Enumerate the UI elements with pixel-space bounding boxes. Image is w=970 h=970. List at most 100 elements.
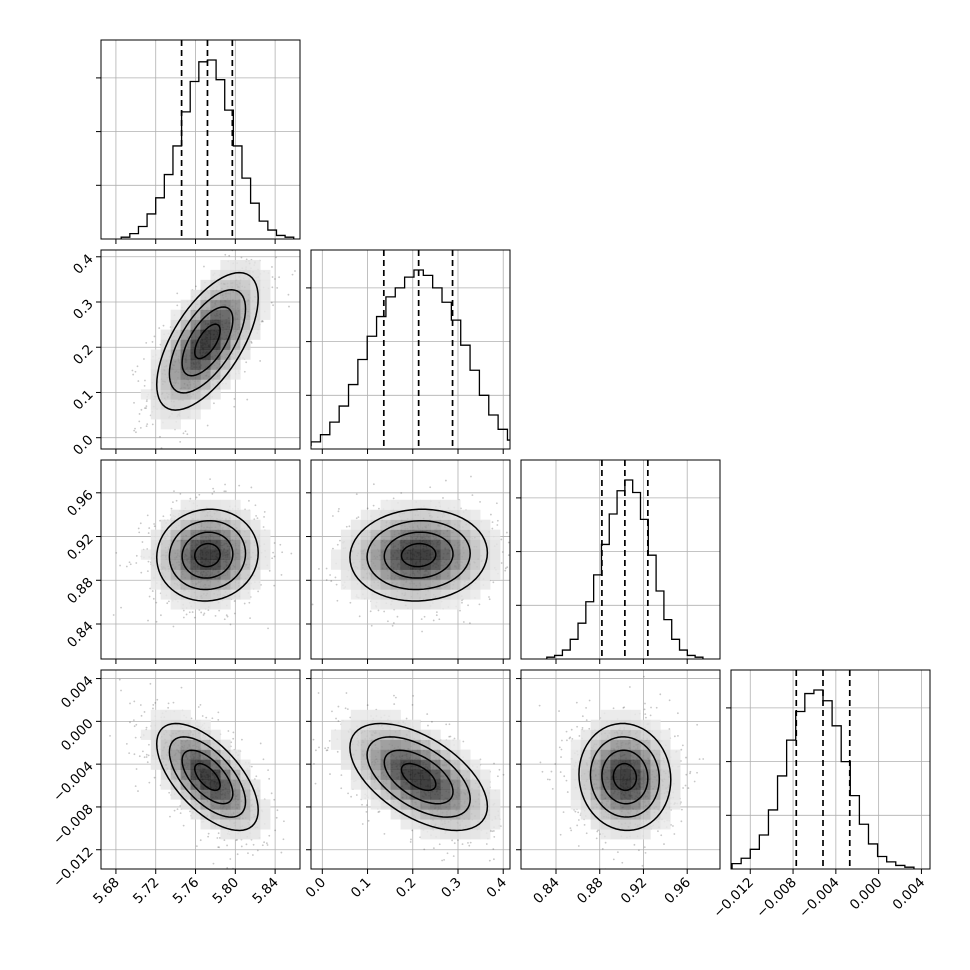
sample-point (145, 400, 148, 403)
density-cell (220, 799, 231, 810)
density-cell (350, 559, 362, 570)
sample-point (515, 543, 517, 545)
density-cell (150, 569, 161, 580)
sample-point (438, 843, 441, 846)
density-cell (230, 529, 241, 540)
density-cell (460, 509, 471, 520)
density-cell (240, 569, 251, 580)
sample-point (145, 405, 148, 408)
sample-point (261, 319, 264, 322)
density-cell (250, 529, 261, 540)
sample-point (138, 413, 141, 415)
contour-level-1 (181, 749, 234, 805)
sample-point (273, 542, 276, 544)
density-cell (410, 579, 421, 590)
sample-point (278, 276, 281, 279)
sample-point (256, 849, 259, 852)
density-cell (170, 789, 181, 800)
sample-point (135, 562, 138, 564)
density-cell (250, 559, 261, 570)
sample-point (252, 843, 255, 846)
sample-point (336, 599, 339, 602)
sample-point (267, 627, 269, 630)
density-cell (180, 569, 191, 580)
sample-point (148, 527, 151, 529)
sample-point (420, 618, 423, 621)
density-cell (160, 549, 171, 560)
density-cell (420, 509, 431, 520)
sample-point (109, 734, 111, 737)
sample-point (337, 510, 340, 513)
density-cell (170, 779, 181, 790)
density-cell (140, 549, 152, 560)
contour-level-2 (168, 289, 247, 394)
sample-point (146, 761, 149, 764)
sample-point (335, 583, 338, 586)
sample-point (223, 839, 226, 841)
sample-point (240, 256, 243, 259)
density-cell (340, 529, 352, 540)
density-cell (180, 389, 191, 400)
density-cell (450, 559, 461, 570)
density-cell (430, 589, 441, 600)
sample-point (274, 829, 277, 832)
scatter-panel-1-0-frame (100, 249, 301, 450)
density-cell (430, 559, 441, 570)
sample-point (192, 472, 194, 474)
sample-point (115, 551, 118, 554)
density-cell (440, 549, 451, 560)
density-cell (190, 739, 201, 750)
density-cell (190, 299, 201, 310)
sample-point (288, 305, 290, 308)
density-cell (220, 589, 231, 600)
density-cell (240, 349, 251, 360)
density-cell (180, 359, 191, 370)
density-cell (160, 329, 171, 340)
density-cell (200, 769, 211, 780)
sample-point (279, 543, 282, 546)
density-cell (170, 709, 181, 721)
sample-point (128, 561, 131, 564)
histogram-panel-2 (516, 460, 720, 659)
sample-point (246, 398, 249, 401)
sample-point (357, 516, 360, 519)
contours (155, 722, 259, 832)
density-cell (410, 549, 421, 560)
sample-point (348, 525, 351, 528)
density-cell (440, 599, 451, 610)
sample-point (260, 583, 262, 586)
sample-point (195, 496, 198, 499)
density-cell (400, 599, 411, 610)
sample-point (268, 834, 271, 837)
density-cell (190, 309, 201, 320)
density-cell (470, 529, 481, 540)
density-cell (150, 529, 161, 540)
sample-point (218, 837, 221, 839)
sample-point (228, 254, 231, 257)
density-cell (230, 259, 241, 271)
density-cell (250, 779, 261, 790)
sample-point (129, 563, 132, 566)
sample-point (179, 812, 182, 815)
sample-point (149, 682, 152, 685)
density-cell (200, 339, 211, 350)
density-cell (420, 549, 431, 560)
density-cell (200, 519, 211, 530)
density-cell (220, 279, 231, 291)
sample-point (488, 598, 491, 601)
density-cell (200, 539, 211, 550)
contours (155, 271, 259, 411)
density-cell (230, 799, 241, 810)
sample-point (161, 508, 163, 510)
density-cell (210, 309, 221, 320)
sample-point (133, 700, 136, 703)
density-cell (200, 569, 211, 580)
sample-point (492, 830, 495, 832)
density-cell (230, 809, 241, 820)
sample-point (432, 619, 435, 622)
sample-point (135, 554, 138, 557)
histogram-panel-3 (726, 670, 930, 869)
sample-point (134, 370, 137, 373)
density-cell (260, 539, 271, 550)
